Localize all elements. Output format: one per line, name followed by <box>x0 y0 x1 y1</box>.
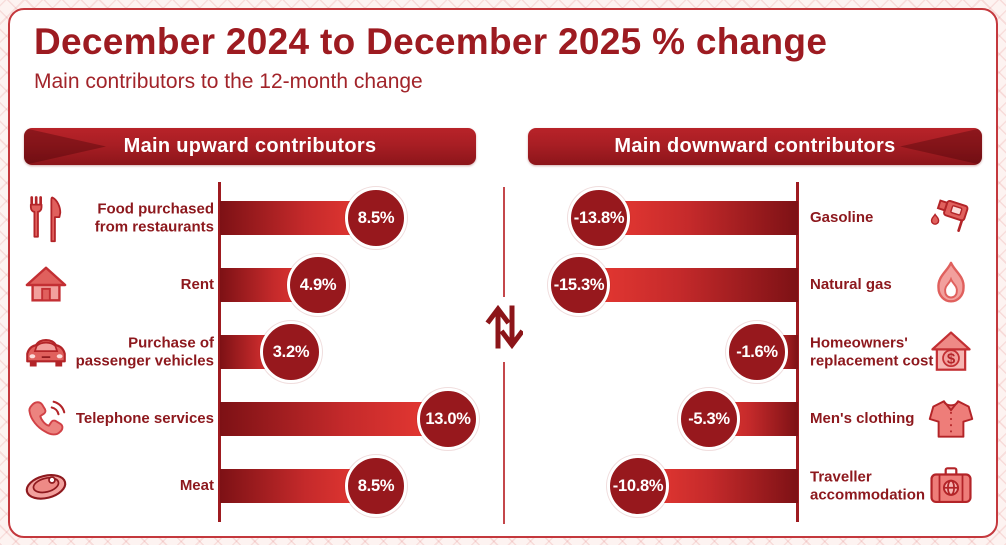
infographic-card: December 2024 to December 2025 % change … <box>8 8 998 538</box>
value-bubble: -13.8% <box>568 187 630 249</box>
banner-downward-label: Main downward contributors <box>614 135 896 157</box>
banner-upward-label: Main upward contributors <box>123 135 377 157</box>
page-title: December 2024 to December 2025 % change <box>34 21 828 62</box>
bar: 8.5% <box>220 455 407 517</box>
value-bubble: -10.8% <box>607 455 669 517</box>
bar: -10.8% <box>607 455 798 517</box>
bar: -13.8% <box>568 187 798 249</box>
contributor-row: -15.3% Natural gas <box>10 252 996 318</box>
bar: -5.3% <box>678 388 798 450</box>
flame-icon <box>927 258 975 312</box>
house-icon <box>22 258 70 312</box>
value-bubble: 3.2% <box>260 321 322 383</box>
bar: 4.9% <box>220 254 349 316</box>
category-label: Food purchased from restaurants <box>94 200 214 235</box>
category-label: Homeowners' replacement cost <box>810 334 934 369</box>
divider-line <box>503 362 505 524</box>
category-label: Gasoline <box>810 209 874 227</box>
category-label: Men's clothing <box>810 410 915 428</box>
value-bubble: -1.6% <box>726 321 788 383</box>
contributor-row: Telephone services 13.0% <box>10 386 996 452</box>
house-dollar-icon: $ <box>927 325 975 379</box>
up-down-arrows-icon <box>485 304 523 350</box>
shirt-icon <box>927 392 975 446</box>
banner-upward-contributors: Main upward contributors <box>24 128 476 165</box>
category-label: Natural gas <box>810 276 892 294</box>
contributor-row: Meat 8.5% <box>10 453 996 519</box>
telephone-icon <box>22 392 70 446</box>
steak-icon <box>22 459 70 513</box>
page-subtitle: Main contributors to the 12-month change <box>34 69 423 93</box>
suitcase-icon <box>927 459 975 513</box>
value-bubble: 8.5% <box>345 187 407 249</box>
left-axis-line <box>218 182 221 522</box>
contributor-row: -5.3% Men's clothing <box>10 386 996 452</box>
contributor-row: -13.8% Gasoline <box>10 185 996 251</box>
divider-line <box>503 187 505 297</box>
svg-text:$: $ <box>947 351 956 368</box>
category-label: Telephone services <box>75 410 214 428</box>
category-label: Traveller accommodation <box>810 468 926 503</box>
header: December 2024 to December 2025 % change … <box>34 21 976 94</box>
value-bubble: -15.3% <box>548 254 610 316</box>
bar: 3.2% <box>220 321 322 383</box>
contributor-row: Purchase of passenger vehicles 3.2% <box>10 319 996 385</box>
banner-downward-contributors: Main downward contributors <box>528 128 982 165</box>
contributor-row: Food purchased from restaurants 8.5% <box>10 185 996 251</box>
category-label: Meat <box>179 477 214 495</box>
value-bubble: 4.9% <box>287 254 349 316</box>
bar: -1.6% <box>726 321 798 383</box>
bar: -15.3% <box>548 254 798 316</box>
value-bubble: 8.5% <box>345 455 407 517</box>
gas-pump-icon <box>927 191 975 245</box>
contributor-row: -1.6% Homeowners' replacement cost $ <box>10 319 996 385</box>
category-label: Rent <box>180 276 214 294</box>
contributor-row: -10.8% Traveller accommodation <box>10 453 996 519</box>
restaurant-icon <box>22 191 70 245</box>
car-icon <box>22 325 70 379</box>
category-label: Purchase of passenger vehicles <box>75 334 214 369</box>
contributor-row: Rent 4.9% <box>10 252 996 318</box>
value-bubble: 13.0% <box>417 388 479 450</box>
bar: 8.5% <box>220 187 407 249</box>
bar: 13.0% <box>220 388 479 450</box>
value-bubble: -5.3% <box>678 388 740 450</box>
